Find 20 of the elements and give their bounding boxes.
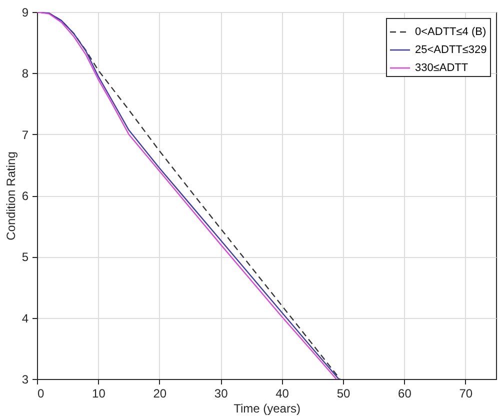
y-tick-label: 5 [22,250,29,264]
y-axis-title: Condition Rating [4,152,18,240]
x-tick-label: 60 [398,386,412,400]
legend-label: 0<ADTT≤4 (B) [415,26,486,38]
y-tick-label: 7 [22,128,29,142]
legend-label: 25<ADTT≤329 [415,44,487,56]
x-tick-label: 50 [336,386,350,400]
y-tick-label: 4 [22,311,29,326]
x-tick-label: 10 [92,386,106,400]
y-tick-label: 8 [22,66,29,81]
y-tick-label: 3 [22,372,29,386]
x-tick-label: 30 [214,386,228,400]
x-tick-label: 40 [276,386,290,400]
x-axis-title: Time (years) [234,402,300,416]
x-tick-label: 0 [38,386,44,400]
legend-label: 330≤ADTT [415,62,468,74]
y-tick-label: 6 [22,189,29,203]
x-tick-label: 70 [459,386,473,400]
y-tick-label: 9 [22,6,29,20]
x-tick-label: 20 [153,386,167,400]
